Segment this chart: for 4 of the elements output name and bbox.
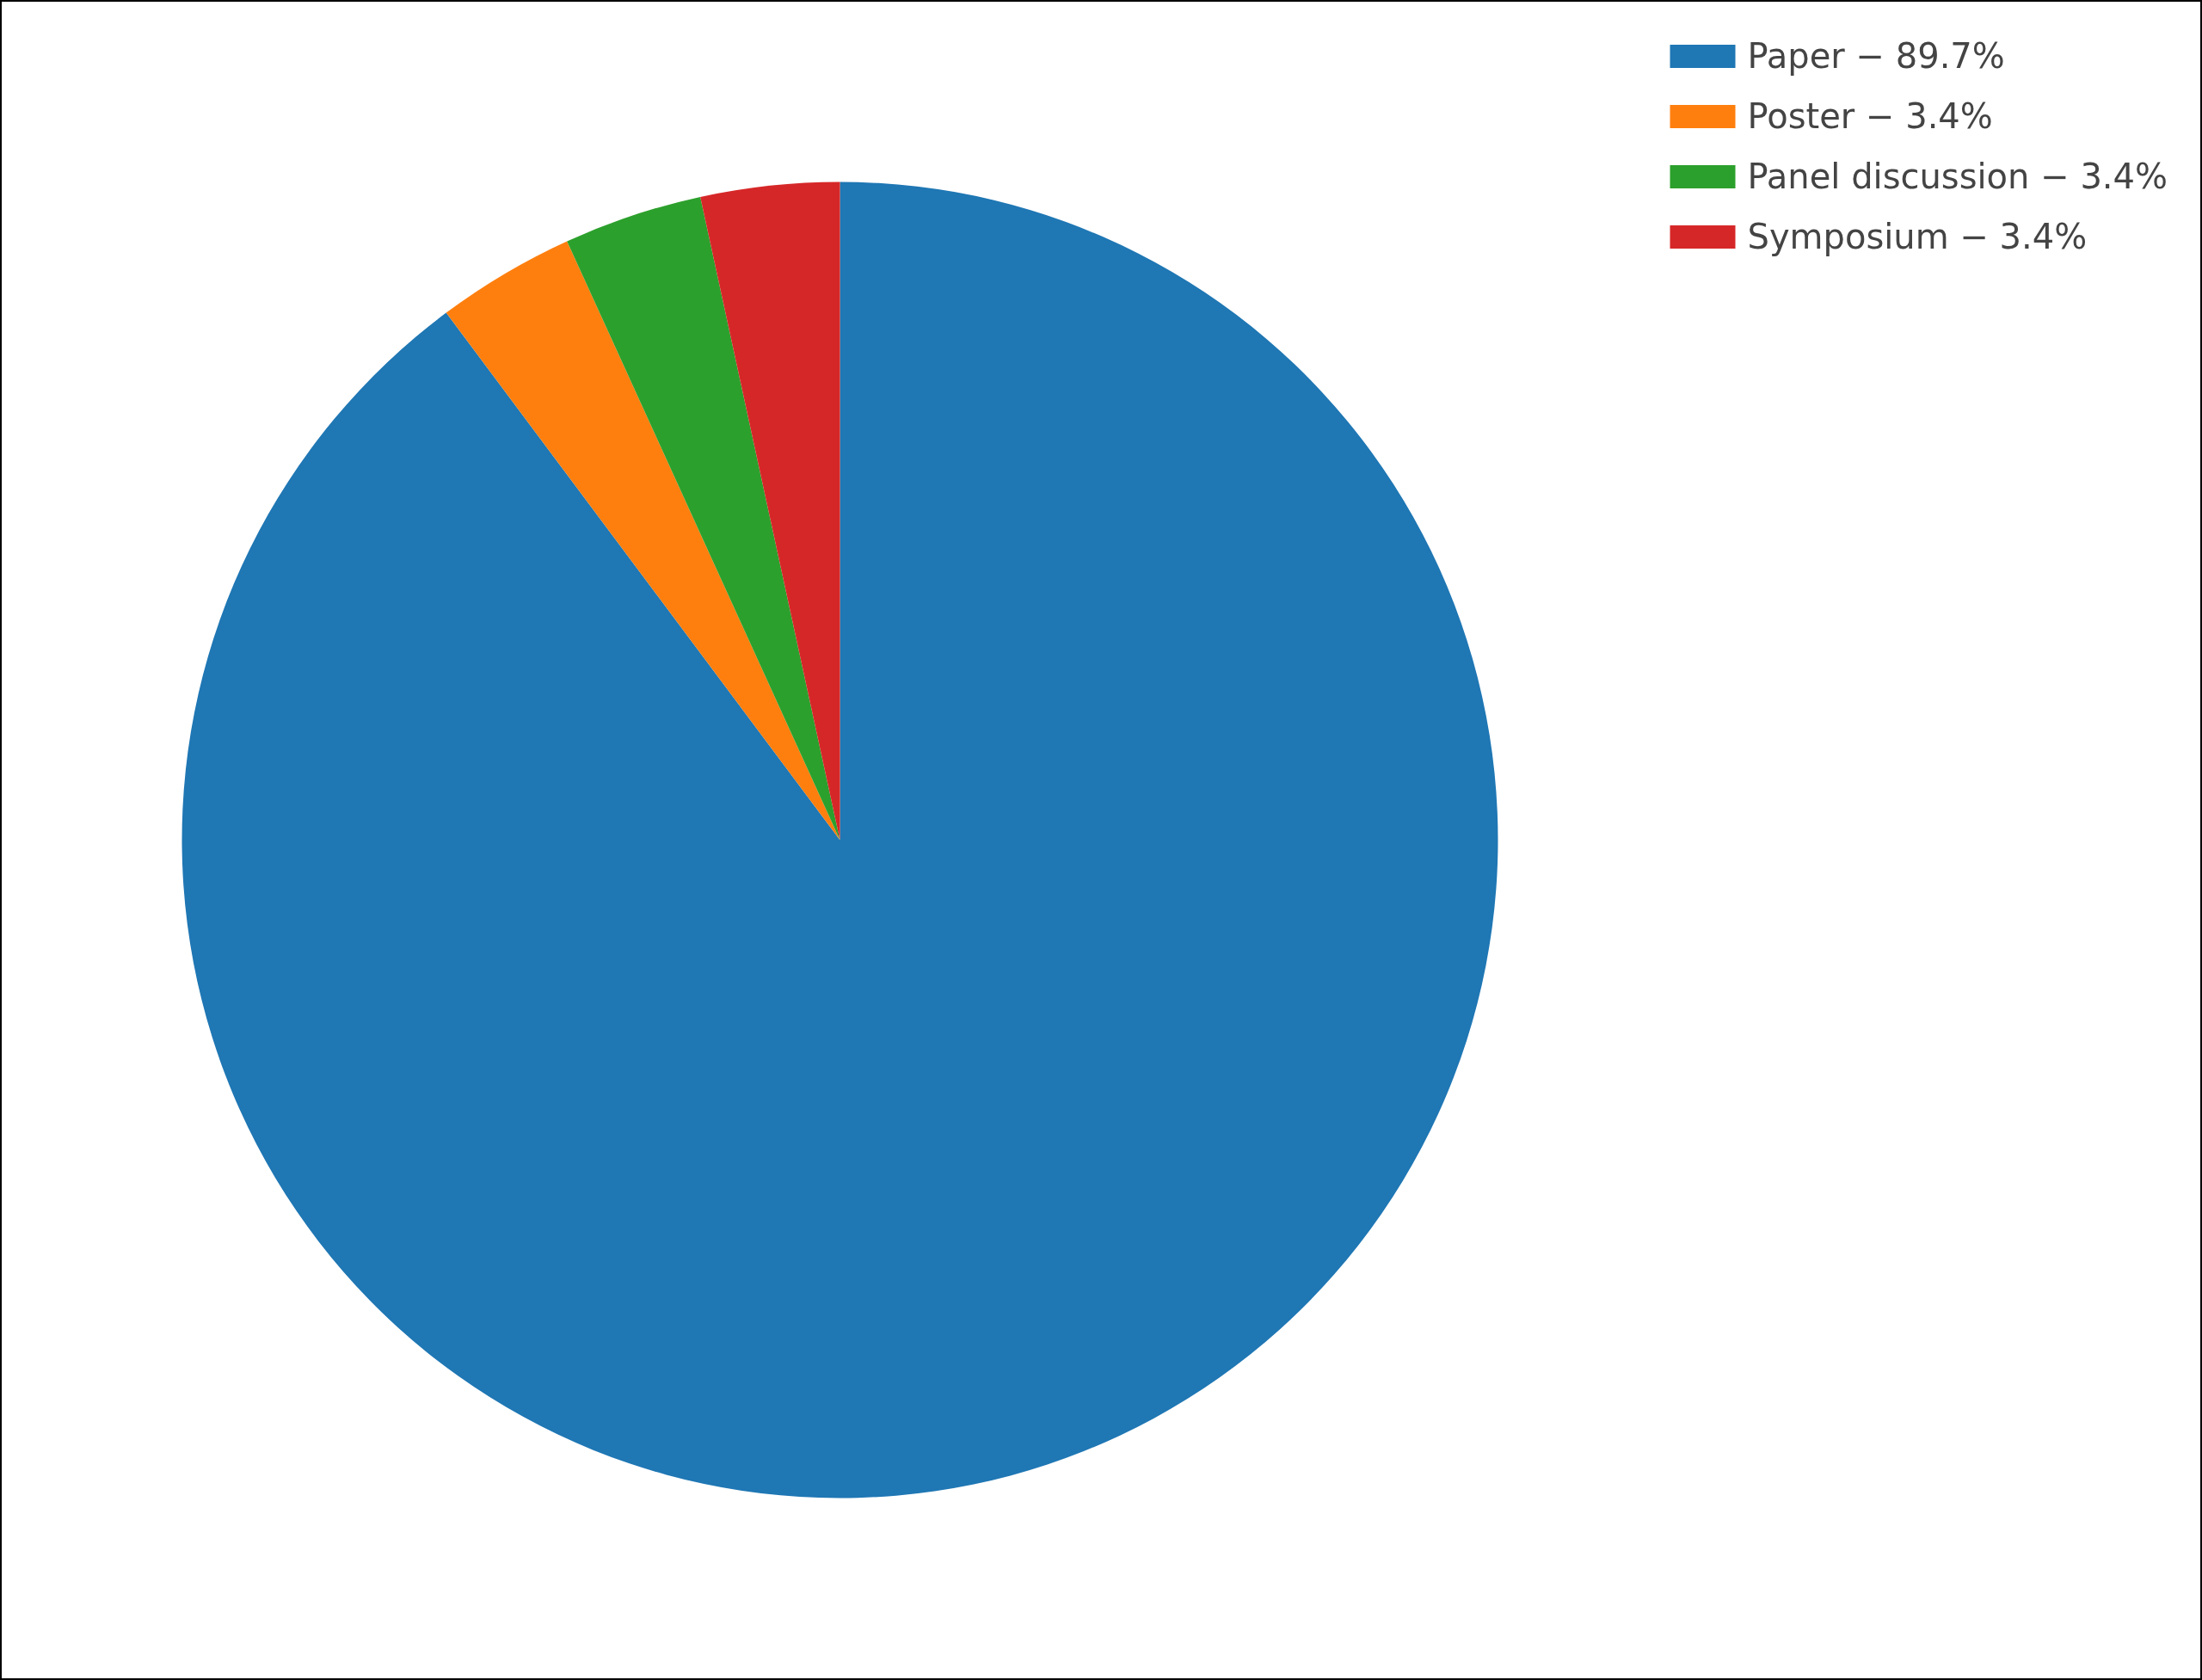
legend-label: Panel discussion − 3.4% [1747,156,2168,198]
legend-label: Paper − 89.7% [1747,35,2005,77]
legend-label: Poster − 3.4% [1747,95,1993,138]
legend-label: Symposium − 3.4% [1747,216,2088,258]
